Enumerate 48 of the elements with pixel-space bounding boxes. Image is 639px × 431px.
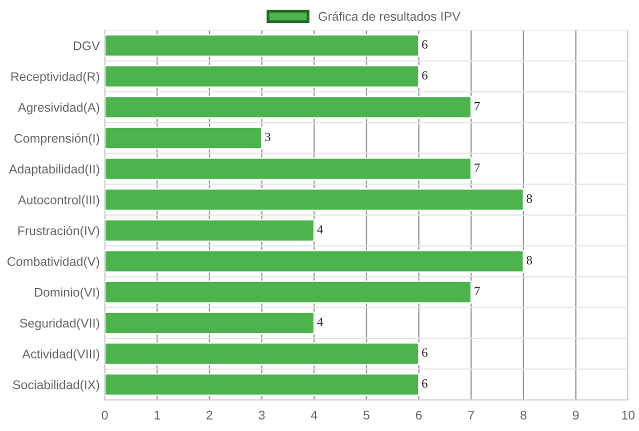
x-tick-label: 9 — [572, 410, 579, 420]
data-label: 8 — [526, 256, 532, 264]
data-label: 7 — [474, 164, 480, 172]
bar — [104, 311, 315, 334]
data-label: 6 — [422, 348, 428, 357]
x-tick-label: 6 — [416, 410, 422, 420]
y-tick-label: Adaptabilidad(II) — [8, 164, 100, 176]
y-tick-label: DGV — [74, 41, 100, 50]
y-tick-label: Agresividad(A) — [18, 102, 100, 114]
bar — [104, 188, 524, 212]
bar — [104, 157, 472, 180]
x-tick-label: 1 — [154, 410, 160, 420]
y-tick-label: Frustración(IV) — [18, 226, 100, 238]
data-label: 8 — [526, 194, 532, 203]
data-label: 6 — [422, 379, 428, 388]
bar — [104, 96, 472, 119]
y-tick-label: Sociabilidad(IX) — [12, 380, 100, 392]
y-tick-label: Receptividad(R) — [11, 72, 100, 84]
y-tick-label: Autocontrol(III) — [18, 195, 100, 207]
bar — [104, 373, 420, 396]
bar — [104, 250, 524, 273]
x-tick-label: 0 — [102, 410, 108, 420]
bar — [104, 126, 262, 150]
data-label: 3 — [265, 132, 270, 142]
legend-label: Gráfica de resultados IPV — [318, 12, 460, 21]
x-tick-label: 2 — [206, 410, 212, 420]
y-tick-label: Dominio(VI) — [34, 288, 100, 300]
bar — [104, 64, 420, 88]
x-tick-label: 4 — [310, 410, 318, 420]
y-tick-label: Seguridad(VII) — [20, 318, 100, 330]
y-tick-label: Actividad(VIII) — [22, 349, 100, 361]
data-label: 6 — [422, 71, 428, 80]
data-label: 6 — [422, 40, 428, 49]
x-tick-label: 3 — [258, 410, 265, 420]
y-tick-label: Combatividad(V) — [7, 256, 100, 268]
bar — [104, 342, 420, 366]
data-label: 4 — [317, 225, 323, 234]
data-label: 4 — [317, 318, 323, 326]
data-label: 7 — [474, 286, 480, 296]
data-label: 7 — [474, 102, 480, 110]
x-tick-label: 8 — [520, 410, 526, 420]
bar — [104, 218, 315, 242]
x-tick-label: 10 — [622, 410, 635, 420]
x-tick-label: 7 — [468, 410, 474, 420]
y-tick-label: Comprensión(I) — [14, 133, 100, 146]
bar — [104, 34, 420, 58]
x-tick-label: 5 — [363, 410, 370, 420]
bar — [104, 280, 472, 304]
